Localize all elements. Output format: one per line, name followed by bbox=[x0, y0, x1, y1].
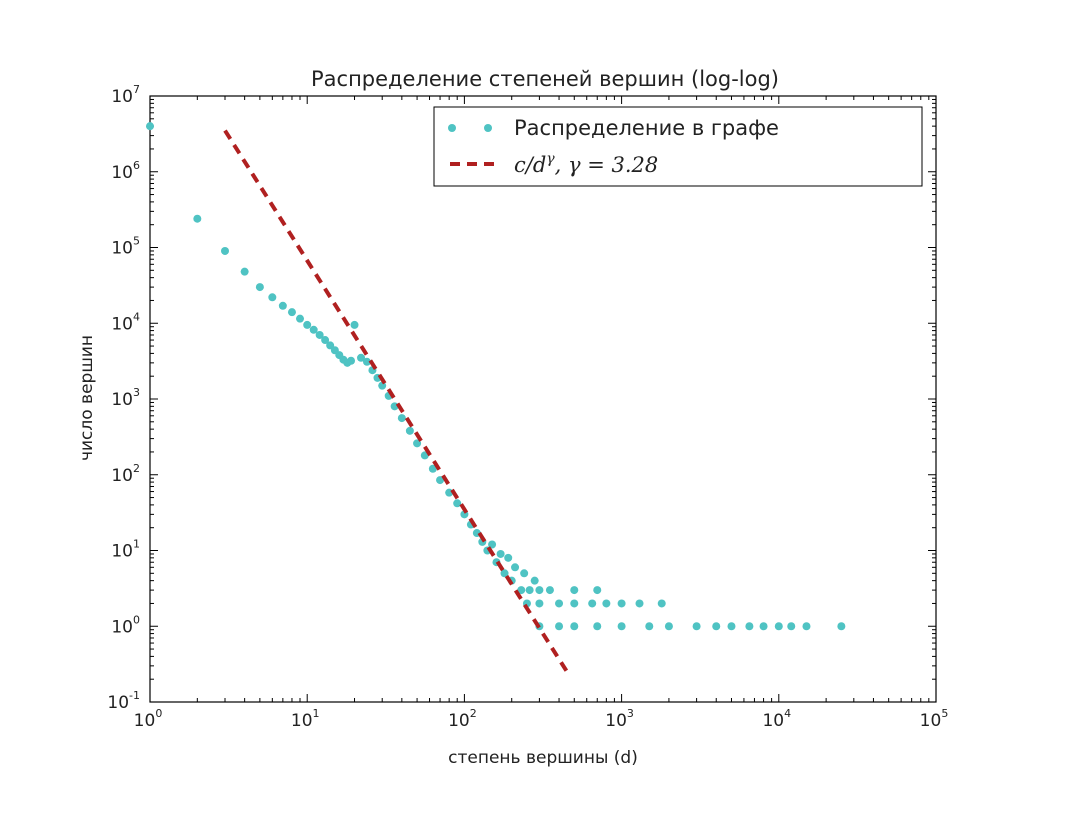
data-point bbox=[802, 622, 811, 631]
x-tick-label: 105 bbox=[920, 707, 949, 731]
data-point bbox=[692, 622, 701, 631]
data-point bbox=[617, 622, 626, 631]
axis-ticks: 100 101 102 103 104 10510-1100101102103104105… bbox=[107, 83, 948, 731]
data-point bbox=[303, 320, 312, 329]
data-point bbox=[504, 553, 513, 562]
data-point bbox=[428, 464, 437, 473]
data-point bbox=[570, 586, 579, 595]
data-point bbox=[593, 586, 602, 595]
data-point bbox=[221, 246, 230, 255]
data-point bbox=[511, 563, 520, 572]
data-point bbox=[520, 569, 529, 578]
legend-scatter-marker-1 bbox=[448, 124, 456, 132]
data-point bbox=[296, 314, 305, 323]
data-point bbox=[837, 622, 846, 631]
data-point bbox=[593, 622, 602, 631]
data-point bbox=[309, 325, 318, 334]
x-tick-label: 100 bbox=[134, 707, 163, 731]
data-point bbox=[287, 308, 296, 317]
y-axis-label: число вершин bbox=[77, 335, 97, 461]
data-point bbox=[193, 214, 202, 223]
data-point bbox=[545, 586, 554, 595]
data-point bbox=[657, 599, 666, 608]
data-point bbox=[278, 301, 287, 310]
data-point bbox=[146, 122, 154, 131]
data-point bbox=[635, 599, 644, 608]
data-point bbox=[268, 293, 277, 302]
data-point bbox=[315, 330, 324, 339]
y-tick-label: 10-1 bbox=[107, 689, 140, 713]
data-point bbox=[405, 426, 414, 435]
data-point bbox=[530, 576, 539, 585]
legend-fit-math: c/d bbox=[514, 153, 546, 177]
x-tick-label: 102 bbox=[448, 707, 477, 731]
data-point bbox=[787, 622, 796, 631]
legend-fit-exponent: γ bbox=[546, 151, 555, 167]
data-point bbox=[436, 476, 445, 485]
data-point bbox=[321, 336, 330, 345]
data-point bbox=[378, 381, 387, 390]
legend-fit-rest: , γ = 3.28 bbox=[555, 153, 659, 177]
data-point bbox=[517, 586, 526, 595]
data-point bbox=[727, 622, 736, 631]
data-point bbox=[759, 622, 768, 631]
data-point bbox=[350, 320, 359, 329]
data-point bbox=[240, 267, 249, 276]
y-tick-label: 103 bbox=[111, 386, 140, 410]
data-point bbox=[588, 599, 597, 608]
legend: Распределение в графе c/dγ, γ = 3.28 bbox=[433, 106, 923, 187]
x-axis-label: степень вершины (d) bbox=[448, 748, 638, 768]
x-tick-label: 103 bbox=[605, 707, 634, 731]
legend-box bbox=[433, 106, 923, 187]
data-point bbox=[535, 586, 544, 595]
data-point bbox=[602, 599, 611, 608]
legend-scatter-marker-2 bbox=[484, 124, 492, 132]
data-point bbox=[347, 356, 356, 365]
data-point bbox=[535, 599, 544, 608]
data-point bbox=[555, 622, 564, 631]
data-point bbox=[645, 622, 654, 631]
chart-title: Распределение степеней вершин (log-log) bbox=[311, 67, 779, 91]
y-tick-label: 106 bbox=[111, 159, 140, 183]
data-point bbox=[664, 622, 673, 631]
data-point bbox=[555, 599, 564, 608]
scatter-points bbox=[146, 122, 846, 631]
data-point bbox=[500, 569, 509, 578]
data-point bbox=[774, 622, 783, 631]
fit-line-group bbox=[223, 129, 569, 673]
y-tick-label: 104 bbox=[111, 310, 140, 334]
y-tick-label: 102 bbox=[111, 462, 140, 486]
data-point bbox=[397, 414, 406, 423]
data-point bbox=[525, 586, 534, 595]
x-tick-label: 104 bbox=[762, 707, 791, 731]
data-point bbox=[712, 622, 721, 631]
y-tick-label: 100 bbox=[111, 613, 140, 637]
legend-fit-label: c/dγ, γ = 3.28 bbox=[514, 151, 658, 177]
data-point bbox=[570, 599, 579, 608]
fit-line bbox=[223, 129, 569, 673]
legend-scatter-label: Распределение в графе bbox=[514, 116, 779, 140]
y-tick-label: 101 bbox=[111, 538, 140, 562]
data-point bbox=[362, 357, 371, 366]
data-point bbox=[496, 549, 505, 558]
data-point bbox=[357, 353, 366, 362]
data-point bbox=[745, 622, 754, 631]
data-point bbox=[255, 283, 264, 292]
y-tick-label: 105 bbox=[111, 235, 140, 259]
data-point bbox=[617, 599, 626, 608]
x-tick-label: 101 bbox=[291, 707, 320, 731]
data-point bbox=[570, 622, 579, 631]
y-tick-label: 107 bbox=[111, 83, 140, 107]
data-point bbox=[453, 499, 462, 508]
